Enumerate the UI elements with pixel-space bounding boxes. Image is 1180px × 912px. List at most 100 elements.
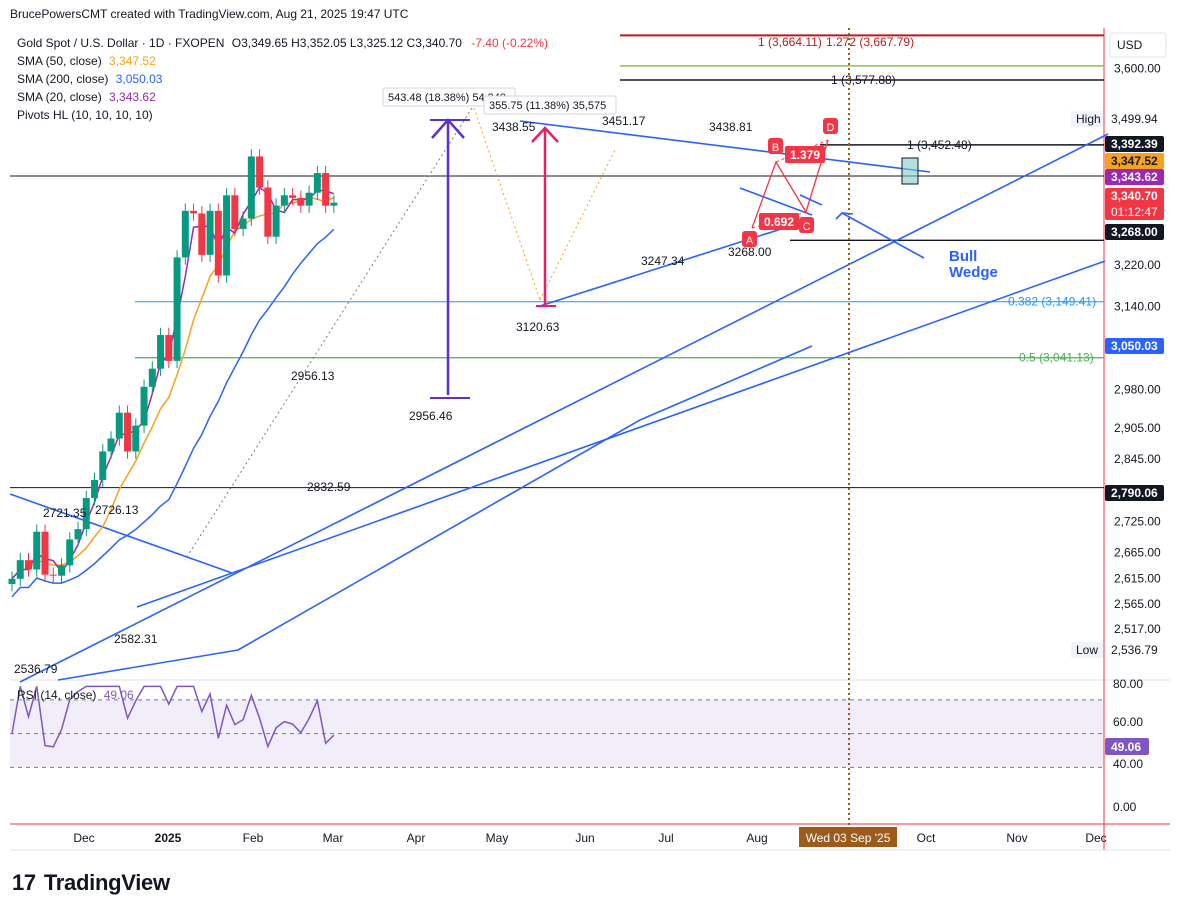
candle[interactable] (82, 490, 90, 537)
candle[interactable] (25, 552, 33, 577)
candle[interactable] (322, 165, 330, 213)
cursor-date-bg (799, 827, 897, 847)
sma50-legend-row[interactable]: SMA (50, close) 3,347.52 (17, 52, 548, 70)
candle[interactable] (33, 524, 41, 577)
trend-line[interactable] (739, 187, 813, 216)
candle[interactable] (239, 211, 247, 237)
price-tag[interactable]: 3,268.00 (1105, 224, 1164, 240)
candle[interactable] (231, 188, 239, 237)
harmonic-point-A[interactable]: A (742, 231, 757, 247)
sma200-line[interactable] (11, 228, 335, 598)
trend-line[interactable] (136, 260, 1106, 608)
price-tag[interactable]: 3,347.52 (1105, 153, 1164, 169)
ohlc-values: O3,349.65 H3,352.05 L3,325.12 C3,340.70 (231, 36, 462, 50)
candle[interactable] (223, 188, 231, 283)
candle[interactable] (247, 149, 255, 226)
candle[interactable] (280, 188, 288, 213)
candle[interactable] (16, 552, 24, 587)
trend-line[interactable] (519, 120, 931, 173)
price-tick-label: 2,615.00 (1114, 571, 1161, 585)
harmonic-point-C[interactable]: C (799, 217, 814, 233)
candle[interactable] (173, 250, 181, 369)
price-tag-value: 2,790.06 (1111, 486, 1158, 500)
candle[interactable] (165, 327, 173, 369)
sma20-legend-row[interactable]: SMA (20, close) 3,343.62 (17, 88, 548, 106)
candle[interactable] (264, 180, 272, 244)
price-tag-bg (1105, 642, 1164, 658)
tradingview-logo: 17 TradingView (12, 870, 170, 896)
measurement-box[interactable]: 543.48 (18.38%) 54,348 (382, 87, 516, 107)
price-tag[interactable]: 2,790.06 (1105, 485, 1164, 501)
candle[interactable] (99, 444, 107, 488)
price-tag[interactable]: 3,050.03 (1105, 338, 1164, 354)
candle[interactable] (313, 165, 321, 200)
candle[interactable] (190, 203, 198, 221)
level-label: 1 (3,664.11) (758, 35, 822, 49)
candle[interactable] (49, 567, 57, 583)
candle[interactable] (115, 405, 123, 446)
sma50-line[interactable] (11, 196, 335, 580)
symbol-title[interactable]: Gold Spot / U.S. Dollar · 1D · FXOPEN (17, 36, 225, 50)
sma200-legend-row[interactable]: SMA (200, close) 3,050.03 (17, 70, 548, 88)
symbol-legend-row: Gold Spot / U.S. Dollar · 1D · FXOPEN O3… (17, 34, 548, 52)
annotation-arrow (799, 194, 823, 206)
harmonic-point-D[interactable]: D (823, 118, 838, 134)
candle[interactable] (124, 405, 132, 459)
candle[interactable] (206, 203, 214, 263)
candle[interactable] (107, 431, 115, 459)
sma20-line[interactable] (11, 186, 335, 580)
harmonic-point-bg (799, 217, 814, 233)
candle[interactable] (148, 361, 156, 395)
trend-line[interactable] (639, 345, 813, 421)
sma50-value: 3,347.52 (109, 54, 156, 68)
rsi-legend[interactable]: RSI (14, close) 49.06 (17, 688, 134, 702)
time-axis-label: Dec (1085, 831, 1106, 845)
candle-body (132, 425, 140, 452)
candle[interactable] (91, 472, 99, 506)
candle[interactable] (41, 524, 49, 582)
candle[interactable] (8, 571, 16, 592)
price-tag-caption: High (1076, 112, 1101, 126)
chart-legend: Gold Spot / U.S. Dollar · 1D · FXOPEN O3… (17, 34, 548, 124)
target-box[interactable] (901, 157, 919, 185)
rsi-tick-label: 0.00 (1113, 800, 1137, 814)
candle[interactable] (272, 198, 280, 244)
harmonic-point-B[interactable]: B (768, 138, 783, 154)
harmonic-ratio-badge[interactable]: 0.692 (759, 213, 799, 230)
candle[interactable] (214, 203, 222, 283)
candle[interactable] (74, 521, 82, 547)
price-tag[interactable]: 2,536.79 Low (1071, 642, 1164, 658)
measurement-box[interactable]: 355.75 (11.38%) 35,575 (483, 95, 617, 115)
price-tag[interactable]: 3,392.39 (1105, 136, 1164, 152)
pivots-legend-row[interactable]: Pivots HL (10, 10, 10, 10) (17, 106, 548, 124)
candle-body (8, 578, 16, 584)
candle[interactable] (157, 327, 165, 376)
candle[interactable] (289, 188, 297, 206)
harmonic-ratio-badge[interactable]: 1.379 (785, 146, 825, 163)
cursor-date-tag[interactable]: Wed 03 Sep '25 (799, 827, 897, 847)
candle[interactable] (256, 149, 264, 195)
candle[interactable] (305, 185, 313, 213)
candle[interactable] (297, 190, 305, 213)
rsi-price-tag[interactable]: 49.06 (1105, 738, 1149, 755)
harmonic-point-bg (768, 138, 783, 154)
price-tag[interactable]: 3,499.94 High (1071, 111, 1164, 127)
trend-line[interactable] (237, 419, 641, 651)
candle[interactable] (140, 379, 148, 433)
harmonic-pattern-line[interactable] (751, 139, 829, 229)
candle[interactable] (132, 418, 140, 459)
candle[interactable] (181, 203, 189, 265)
candle[interactable] (330, 195, 338, 213)
trend-line[interactable] (19, 133, 1109, 683)
candle-body (181, 210, 189, 258)
candle[interactable] (198, 206, 206, 263)
candle[interactable] (58, 558, 66, 583)
trend-line[interactable] (57, 649, 239, 681)
currency-selector[interactable] (1109, 32, 1167, 58)
price-tag[interactable]: 3,343.62 (1105, 169, 1164, 185)
trend-line[interactable] (9, 493, 233, 574)
price-tag[interactable]: 3,340.70 01:12:47 (1105, 188, 1164, 220)
candle[interactable] (66, 532, 74, 573)
harmonic-point-label: B (772, 142, 779, 154)
